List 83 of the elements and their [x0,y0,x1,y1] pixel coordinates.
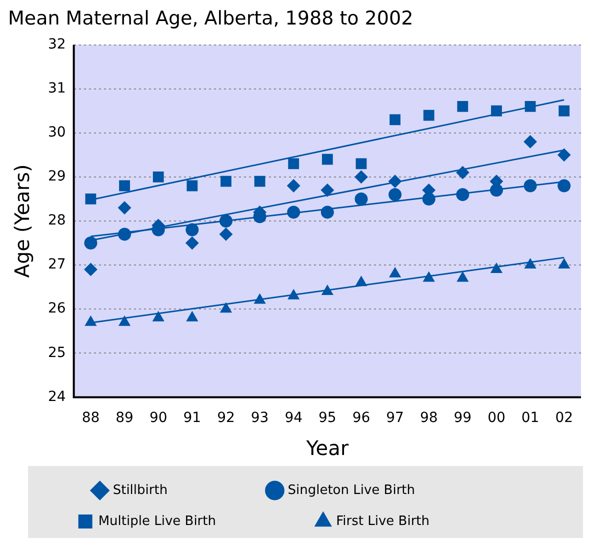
point [219,228,232,241]
point [558,258,570,269]
point [84,236,98,250]
point [456,188,470,202]
point [322,154,333,165]
point [220,176,232,187]
point [118,316,130,326]
point [152,172,164,182]
point [186,180,198,192]
x-axis-title: Year [305,436,350,460]
point [287,206,300,219]
point [320,184,334,197]
point [390,114,400,126]
point [84,262,98,276]
point [320,206,334,219]
point [491,105,502,116]
point [85,316,96,326]
x-tick-label: 01 [521,410,540,426]
point [456,272,468,282]
point [389,267,401,278]
point [186,311,198,322]
point [354,192,368,206]
point [254,176,266,187]
point [356,158,367,170]
x-tick-label: 91 [183,410,202,426]
y-tick-label: 32 [48,36,66,52]
point [322,284,334,295]
legend-label: Multiple Live Birth [98,514,299,529]
point [152,311,164,322]
point [186,223,199,236]
point [219,214,232,228]
y-tick-label: 31 [48,80,66,96]
y-tick-label: 25 [48,344,66,361]
point [254,294,266,304]
x-tick-label: 96 [352,410,370,426]
point [524,258,536,269]
point [388,174,402,188]
x-tick-label: 94 [284,410,303,426]
legend-label: Singleton Live Birth [288,482,498,498]
legend-label: Stillbirth [112,482,250,498]
point [220,302,232,313]
x-tick-label: 97 [386,410,404,426]
point [85,194,96,204]
y-axis-title: Age (Years) [10,164,34,278]
y-tick-label: 26 [48,300,66,317]
point [354,170,368,184]
point [118,201,132,214]
y-tick-label: 24 [48,388,66,405]
point [558,148,571,162]
x-tick-label: 98 [420,410,438,426]
point [490,262,502,273]
x-tick-label: 02 [555,410,574,426]
point [388,188,402,202]
x-tick-label: 88 [82,410,100,426]
point [558,179,571,192]
point [288,158,300,170]
x-tick-label: 93 [250,410,269,426]
y-tick-label: 30 [48,124,66,141]
legend-label: First Live Birth [336,514,512,529]
y-tick-label: 28 [48,212,66,229]
x-tick-label: 99 [454,410,472,426]
point [356,276,367,286]
point [423,110,434,121]
point [186,236,199,250]
point [524,101,536,112]
x-tick-label: 92 [217,410,235,426]
point [118,228,132,241]
point [524,135,537,148]
x-tick-label: 95 [318,410,336,426]
point [288,289,300,300]
point [524,179,537,192]
y-tick-label: 27 [48,256,66,273]
point [457,101,468,112]
point [456,166,470,180]
x-tick-label: 90 [149,410,168,426]
point [423,272,435,282]
y-tick-label: 29 [48,168,66,185]
point [287,179,300,192]
chart-title: Mean Maternal Age, Alberta, 1988 to 2002 [8,7,414,30]
x-tick-label: 89 [116,410,134,426]
x-tick-label: 00 [488,410,506,426]
point [558,105,570,116]
point [119,180,130,192]
